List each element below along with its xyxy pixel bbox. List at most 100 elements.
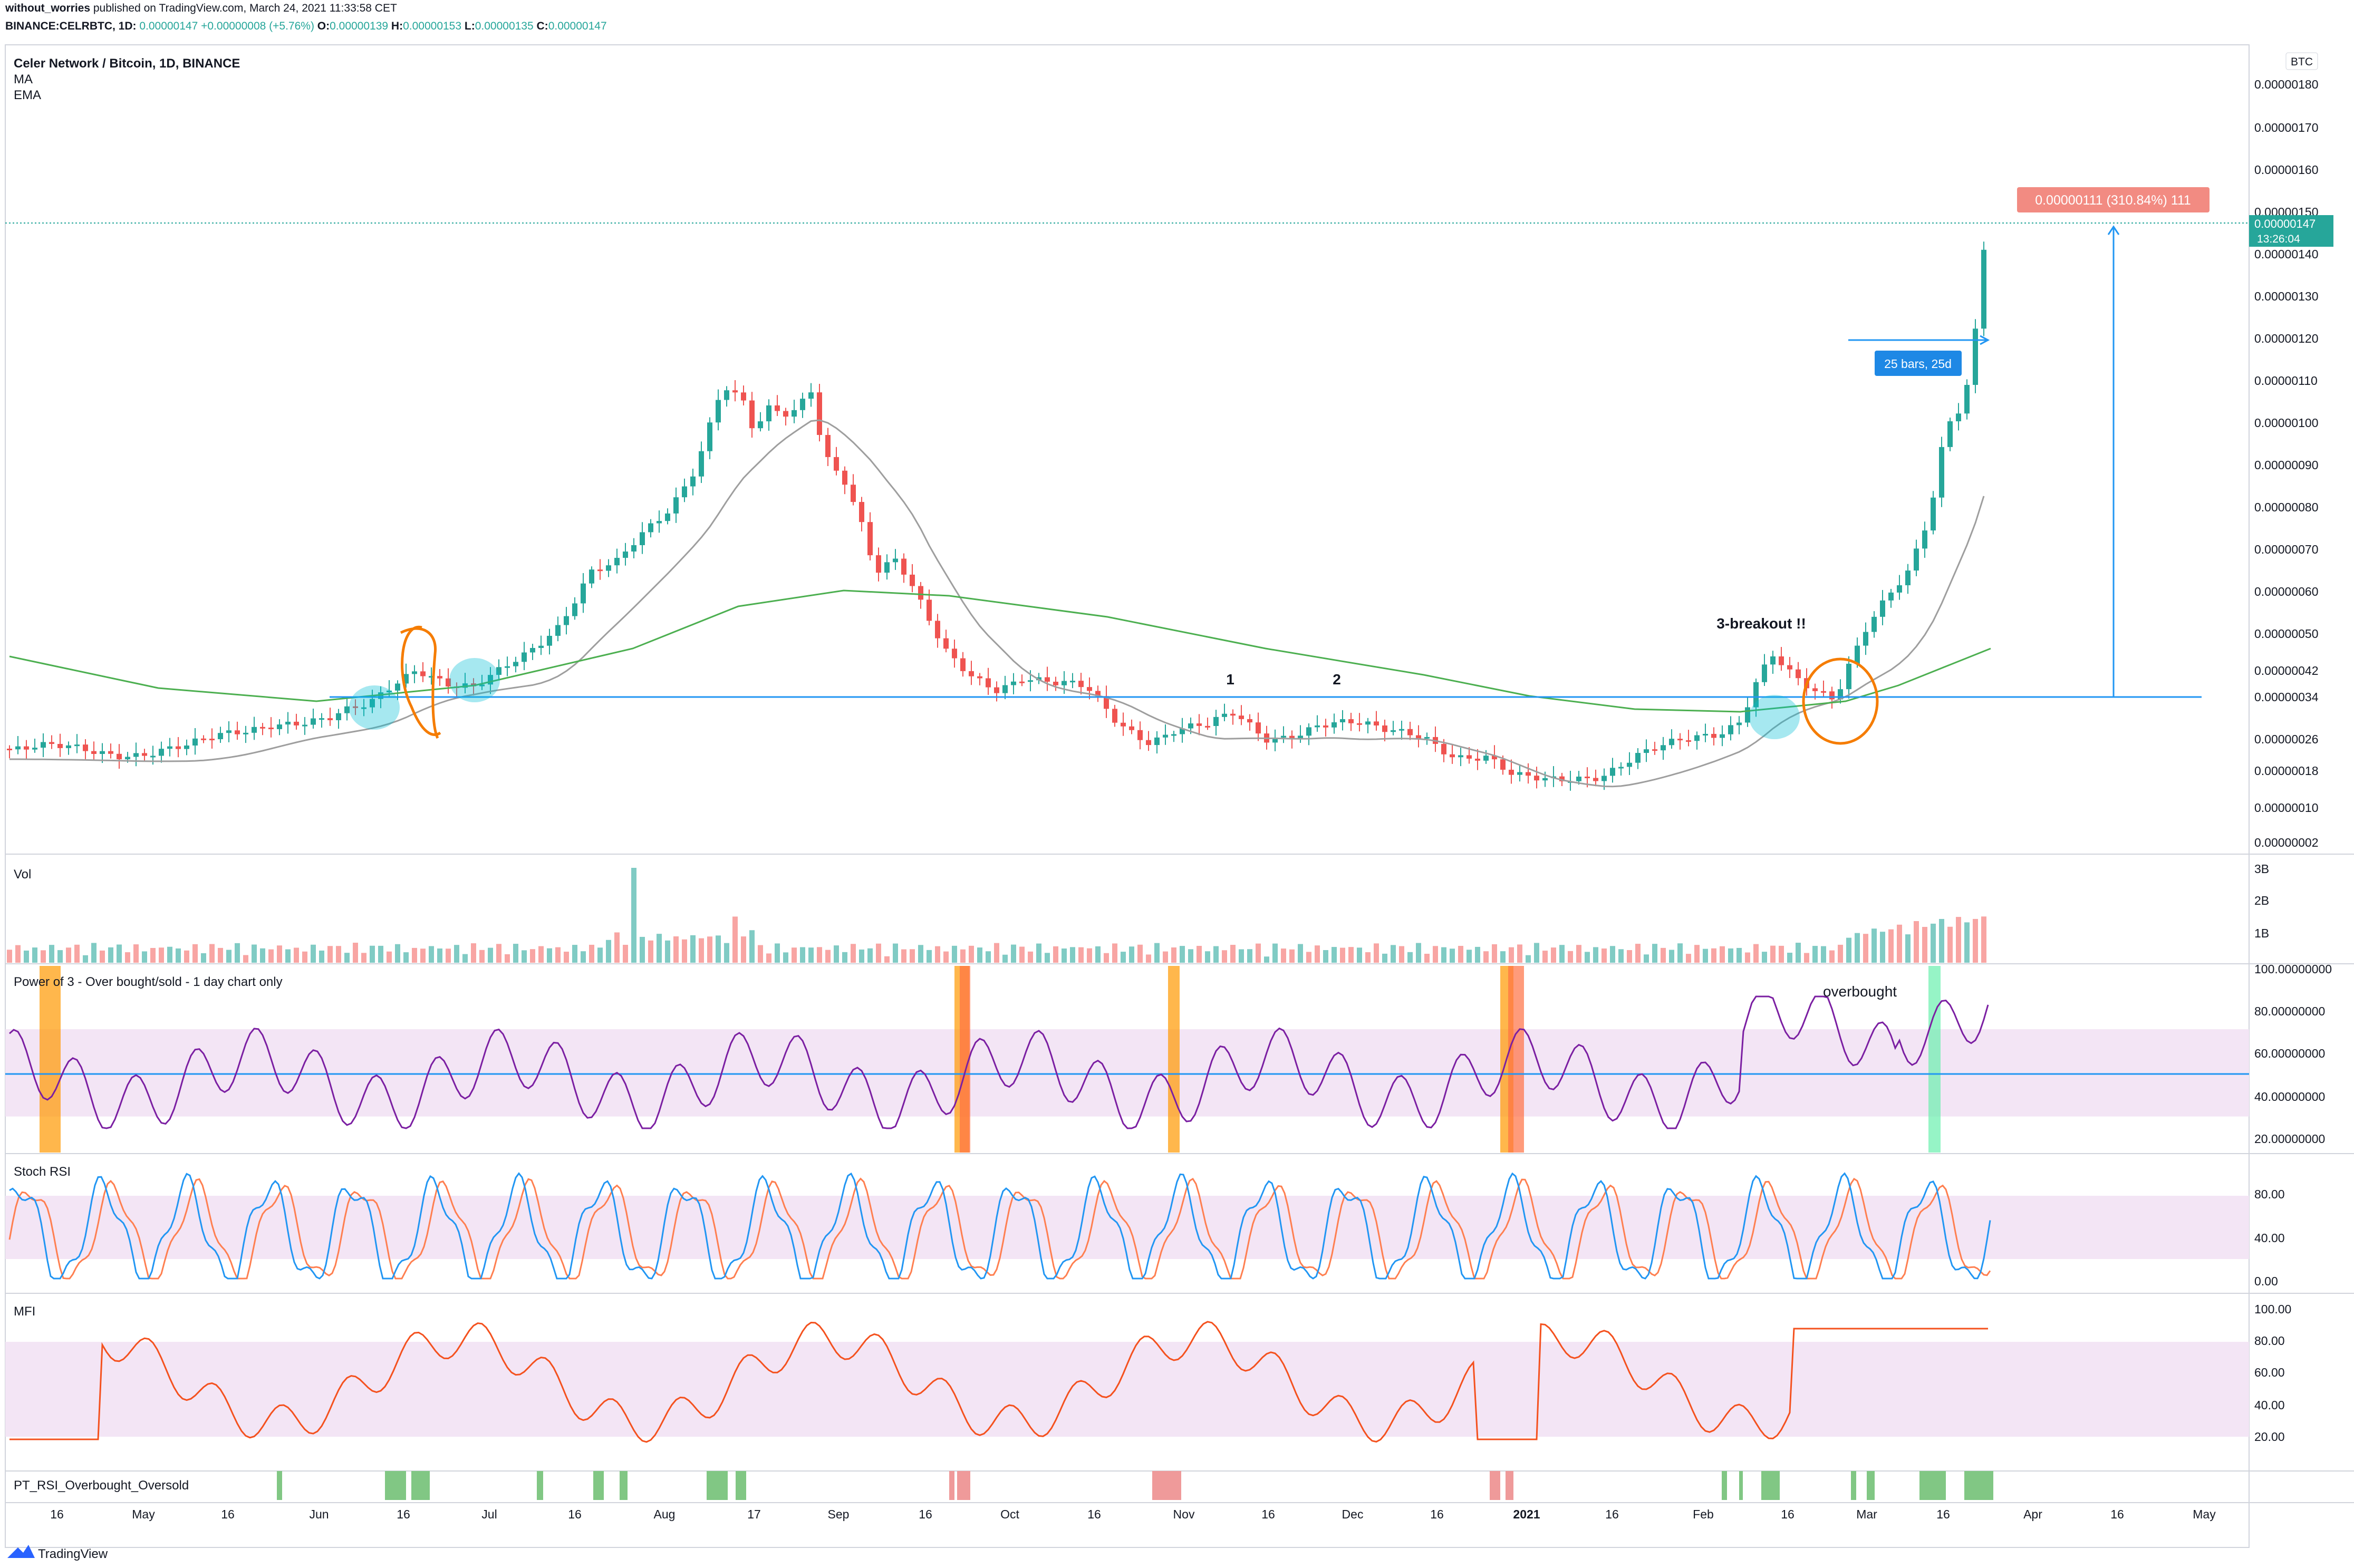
candle-body [41,742,46,748]
published-text: published on TradingView.com, March 24, … [90,2,397,14]
volume-bar [1205,951,1210,963]
candle-body [167,746,172,749]
volume-bar [302,951,307,963]
candle-body [749,400,755,429]
volume-bar [1256,943,1261,963]
candle-body [15,746,21,750]
volume-bar [429,946,434,963]
x-tick-label: 16 [1087,1507,1101,1521]
candle-body [1838,689,1843,700]
volume-bar [1897,924,1902,963]
pt-signal-bar [1761,1471,1780,1500]
candle-body [1585,776,1590,778]
volume-bar [1593,947,1598,963]
y-tick-label: 0.00000100 [2254,416,2319,430]
candle-body [142,753,147,756]
pt-signal-bar [1739,1471,1743,1500]
candle-body [1736,722,1742,725]
candle-body [1137,730,1143,740]
power3-title: Power of 3 - Over bought/sold - 1 day ch… [14,975,283,989]
volume-bar [1036,943,1041,963]
candle-body [327,718,333,720]
volume-bar [1753,944,1759,963]
pt-signal-bar [1919,1471,1946,1500]
candle-body [1559,776,1565,781]
volume-bar [1661,947,1666,963]
volume-bar [1298,944,1303,963]
candle-body [1188,723,1193,729]
signal-marker [1168,966,1180,1153]
brand-name: TradingView [38,1547,108,1561]
volume-bar [1458,946,1463,963]
candle-body [716,400,721,423]
volume-bar [597,947,603,963]
stoch-y-tick: 80.00 [2254,1187,2285,1201]
candle-body [57,744,63,748]
candle-body [817,392,822,435]
volume-bar [1129,946,1134,963]
volume-bar [1576,945,1581,963]
candle-body [1298,735,1303,740]
volume-bar [1357,947,1362,963]
candle-body [1517,772,1522,775]
power3-y-tick: 100.00000000 [2254,962,2332,976]
candle-body [1146,740,1151,746]
stoch-d-line [8,1177,1991,1280]
candle-body [361,707,366,709]
volume-bar [792,947,797,963]
candle-body [1931,497,1936,531]
candle-body [1062,681,1067,685]
pt-signal-bar [411,1471,430,1500]
candle-body [1720,734,1725,738]
candle-body [884,562,890,573]
mfi-y-tick: 80.00 [2254,1334,2285,1348]
candle-body [1222,713,1227,717]
highlight-circle [449,658,500,702]
x-tick-label: May [2193,1507,2216,1521]
candle-body [1905,570,1911,586]
y-tick-label: 0.00000120 [2254,332,2319,345]
candle-body [1534,776,1539,781]
x-tick-label: 17 [747,1507,761,1521]
volume-bar [648,940,653,963]
annotation-label-1: 1 [1226,671,1234,688]
candle-body [437,676,442,679]
candle-body [184,746,189,749]
y-tick-label: 0.00000070 [2254,543,2319,556]
candle-body [1475,758,1480,761]
signal-marker [40,966,61,1153]
candle-body [1458,755,1463,758]
pt-signal-bar [1964,1471,1993,1500]
candle-body [876,555,881,573]
candle-body [1171,734,1176,736]
symbol: BINANCE:CELRBTC, 1D [5,20,133,32]
header: without_worries published on TradingView… [5,2,2326,38]
tradingview-logo[interactable]: TradingView [7,1545,108,1561]
volume-bar [1365,952,1371,963]
volume-bar [1070,947,1075,963]
candle-body [133,753,139,757]
volume-bar [1230,945,1236,963]
y-tick-label: 0.00000170 [2254,121,2319,134]
candle-body [1272,737,1278,743]
volume-bar [1348,947,1354,963]
volume-bar [1053,946,1058,963]
candle-body [32,748,37,750]
candle-body [1686,740,1691,742]
volume-bar [952,945,957,963]
volume-bar [378,945,383,963]
y-tick-label: 0.00000090 [2254,458,2319,472]
publisher-name[interactable]: without_worries [5,2,91,14]
candle-body [100,751,105,754]
candle-body [1112,709,1117,723]
volume-bar [1323,950,1328,963]
candle-body [1602,776,1607,781]
candle-body [1306,727,1311,736]
candle-body [150,756,156,758]
candle-body [555,625,561,636]
candle-body [1846,663,1851,690]
pt-signal-bar [537,1471,543,1500]
power3-band [5,1029,2249,1117]
candle-body [260,727,265,729]
